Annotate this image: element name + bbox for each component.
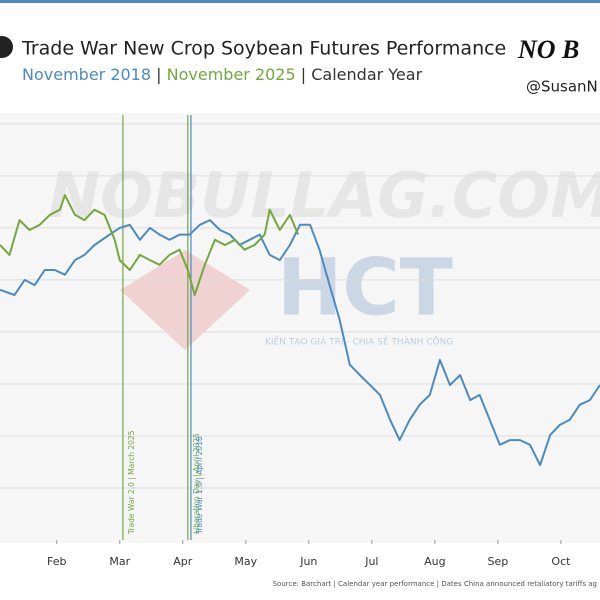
legend-entry: November 2025 [167,65,296,84]
logo-icon [0,36,13,58]
x-tick-label: Feb [47,555,66,568]
watermark-logo: HCT [277,243,453,333]
annotation-label: Trade War 2.0 | March 2025 [127,430,136,535]
plot-background [0,113,600,543]
annotation-label: Trade War 1.0 | April 2018 [195,436,204,535]
x-tick-label: Aug [424,555,445,568]
separator: | [301,65,306,84]
annotation-label: Liberation Day | April 2025 [192,433,201,534]
x-tick-label: Jun [299,555,317,568]
series-line [0,194,300,296]
handle: @SusanN [526,78,598,96]
watermark-tagline: KIẾN TẠO GIÁ TRỊ - CHIA SẺ THÀNH CÔNG [265,336,453,348]
subtitle: November 2018 | November 2025 | Calendar… [22,65,423,84]
x-tick-label: Oct [551,555,571,568]
legend-entry: November 2018 [22,65,151,84]
x-tick-label: Mar [109,555,130,568]
x-tick-label: Sep [488,555,509,568]
x-tick-label: Jul [364,555,378,568]
separator: | [156,65,161,84]
x-tick-label: Apr [173,555,193,568]
watermark: NOBULLAG.COM [48,159,600,232]
x-tick-label: May [234,555,257,568]
series-line [0,219,600,467]
subtitle-suffix: Calendar Year [311,65,422,84]
brand: NO B [517,35,579,64]
chart-title: Trade War New Crop Soybean Futures Perfo… [21,38,506,60]
source: Source: Barchart | Calendar year perform… [273,580,597,588]
watermark-logo-shape [120,250,250,350]
top-border [0,0,600,3]
